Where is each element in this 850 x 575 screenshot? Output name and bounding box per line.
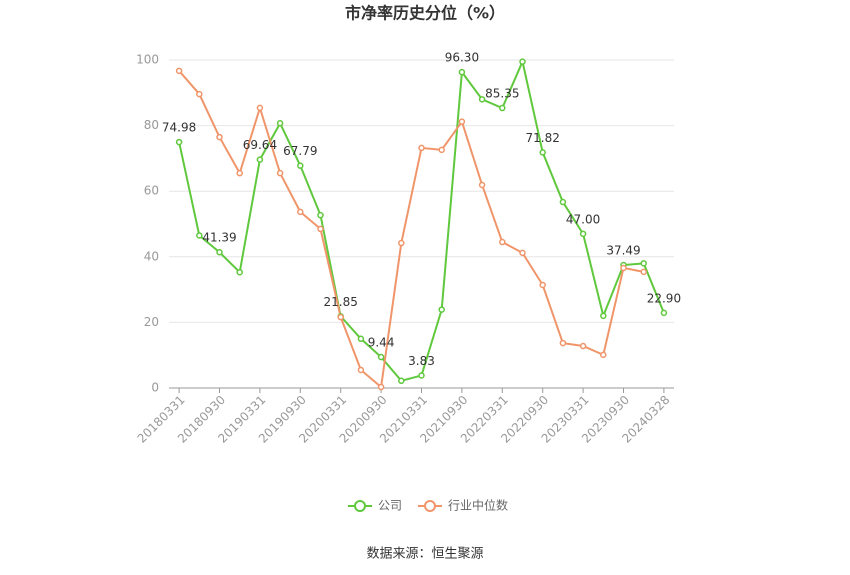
data-label: 74.98 <box>162 121 196 135</box>
point <box>519 58 526 65</box>
point <box>297 162 304 169</box>
point <box>175 138 183 146</box>
point <box>377 353 385 361</box>
point <box>175 67 183 75</box>
data-label: 22.90 <box>647 291 681 305</box>
point <box>256 104 264 112</box>
point <box>499 104 506 112</box>
point <box>357 366 365 374</box>
point <box>418 372 425 379</box>
point <box>539 281 546 289</box>
point <box>458 118 466 125</box>
data-label: 21.85 <box>324 295 358 309</box>
y-tick-label: 40 <box>144 249 159 263</box>
point <box>478 96 486 103</box>
point <box>196 90 203 98</box>
y-tick-label: 20 <box>144 315 159 329</box>
point <box>398 239 405 247</box>
point <box>377 383 385 391</box>
data-label: 9.44 <box>368 336 395 350</box>
y-tick-label: 0 <box>151 381 159 395</box>
legend-marker <box>354 500 366 512</box>
y-tick-label: 100 <box>136 53 159 67</box>
series-line <box>178 70 644 389</box>
data-label: 41.39 <box>202 231 236 245</box>
data-label: 69.64 <box>243 138 277 152</box>
point <box>236 169 243 177</box>
point <box>458 68 466 76</box>
chart-title: 市净率历史分位（%） <box>345 4 505 23</box>
point <box>256 156 264 163</box>
point <box>276 120 284 127</box>
source: 数据来源：恒生聚源 <box>366 547 483 562</box>
point <box>418 144 425 152</box>
point <box>478 181 486 189</box>
point <box>620 264 627 272</box>
point <box>196 232 203 239</box>
data-label: 96.30 <box>445 51 479 65</box>
point <box>640 260 647 267</box>
point <box>579 230 587 238</box>
point <box>519 249 526 257</box>
point <box>337 313 344 321</box>
legend-label: 公司 <box>378 499 402 513</box>
point <box>317 211 324 219</box>
data-label: 37.49 <box>606 244 640 258</box>
point <box>600 351 607 359</box>
point <box>216 248 223 256</box>
point <box>579 342 587 350</box>
data-label: 47.00 <box>566 212 600 226</box>
y-tick-label: 60 <box>144 184 159 198</box>
point <box>398 377 405 385</box>
point <box>357 335 365 343</box>
point <box>276 169 284 177</box>
point <box>660 309 668 317</box>
data-label: 85.35 <box>485 87 519 101</box>
data-label: 3.83 <box>408 354 435 368</box>
point <box>559 198 567 206</box>
legend-marker <box>424 500 436 512</box>
point <box>539 149 546 156</box>
point <box>236 268 243 276</box>
y-tick-label: 80 <box>144 118 159 132</box>
point <box>297 208 304 216</box>
data-label: 71.82 <box>526 131 560 145</box>
legend-label: 行业中位数 <box>448 498 508 513</box>
point <box>216 133 223 141</box>
point <box>499 238 506 246</box>
point <box>600 312 607 320</box>
point <box>438 306 445 313</box>
point <box>640 268 647 276</box>
point <box>559 339 567 347</box>
point <box>438 146 445 154</box>
point <box>317 225 324 233</box>
data-label: 67.79 <box>283 144 317 158</box>
